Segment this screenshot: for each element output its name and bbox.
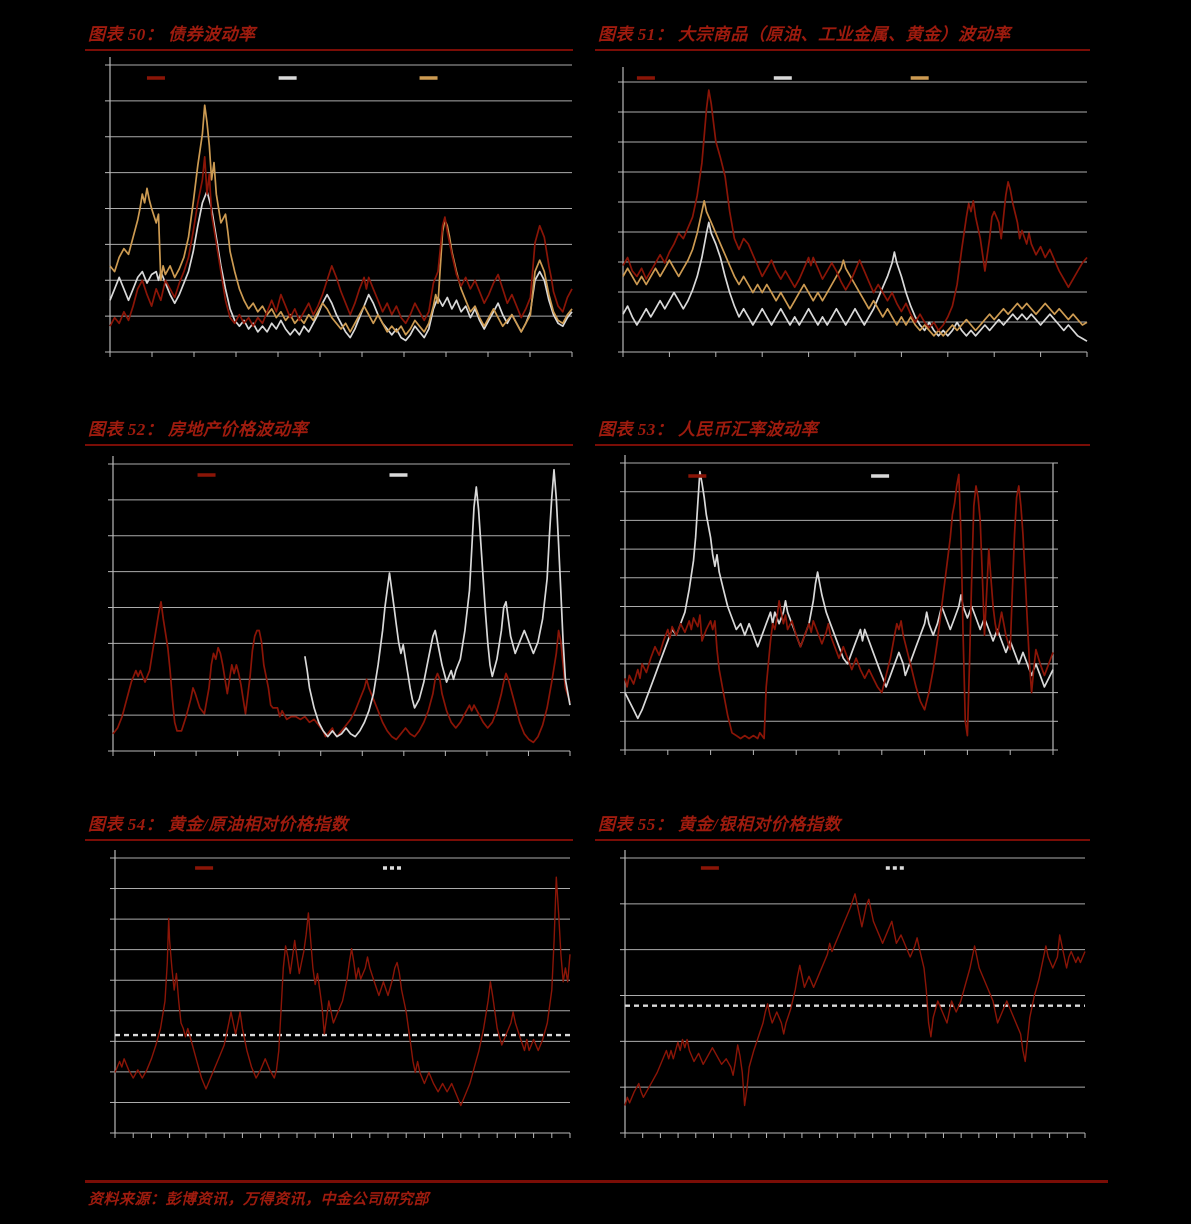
gridlines [113, 463, 570, 752]
y-axis [110, 850, 116, 1134]
gridlines [110, 64, 572, 353]
series-white-line [109, 190, 573, 342]
x-axis-ticks [622, 352, 1088, 357]
series-dark-red-line [114, 876, 571, 1107]
y-axis [620, 455, 626, 751]
series-dark-red-line [109, 155, 573, 328]
right-y-axis [1052, 462, 1058, 751]
figure-55-title: 图表 55： 黄金/银相对价格指数 [595, 810, 1090, 841]
figure-51-title: 图表 51： 大宗商品（原油、工业金属、黄金）波动率 [595, 20, 1090, 51]
figure-52-title: 图表 52： 房地产价格波动率 [85, 415, 573, 446]
figure-54-title: 图表 54： 黄金/原油相对价格指数 [85, 810, 573, 841]
figure-50: 图表 50： 债券波动率 [85, 20, 573, 357]
chart-51-canvas [618, 67, 1088, 357]
series-dark-red-line [624, 893, 1086, 1107]
series-white-line [304, 468, 571, 738]
chart-52-canvas [108, 456, 571, 756]
figure-55: 图表 55： 黄金/银相对价格指数 [595, 810, 1090, 1138]
gridlines [625, 462, 1053, 751]
x-axis-ticks [112, 751, 571, 756]
x-axis-ticks [114, 1133, 571, 1138]
series-orange-line [109, 104, 573, 336]
x-axis-ticks [109, 352, 573, 357]
chart-55-canvas [620, 850, 1086, 1138]
figure-53-title: 图表 53： 人民币汇率波动率 [595, 415, 1090, 446]
y-axis [618, 67, 624, 353]
series-dark-red-line [624, 473, 1054, 740]
figure-51: 图表 51： 大宗商品（原油、工业金属、黄金）波动率 [595, 20, 1090, 357]
series-white-line [622, 221, 1088, 342]
y-axis [108, 456, 114, 752]
chart-50-canvas [105, 57, 573, 357]
figure-53: 图表 53： 人民币汇率波动率 [595, 415, 1090, 755]
figure-52: 图表 52： 房地产价格波动率 [85, 415, 573, 756]
source-note: 资料来源：彭博资讯，万得资讯，中金公司研究部 [85, 1180, 1108, 1209]
gridlines [625, 857, 1085, 1134]
figure-50-title: 图表 50： 债券波动率 [85, 20, 573, 51]
chart-54-canvas [110, 850, 571, 1138]
y-axis [620, 850, 626, 1134]
gridlines [115, 857, 570, 1134]
figure-54: 图表 54： 黄金/原油相对价格指数 [85, 810, 573, 1138]
x-axis-ticks [624, 750, 1054, 755]
series-white-line [624, 470, 1054, 720]
y-axis [105, 57, 111, 353]
x-axis-ticks [624, 1133, 1086, 1138]
chart-53-canvas [620, 455, 1058, 755]
series-dark-red-line [622, 89, 1088, 332]
series-orange-line [622, 199, 1088, 337]
